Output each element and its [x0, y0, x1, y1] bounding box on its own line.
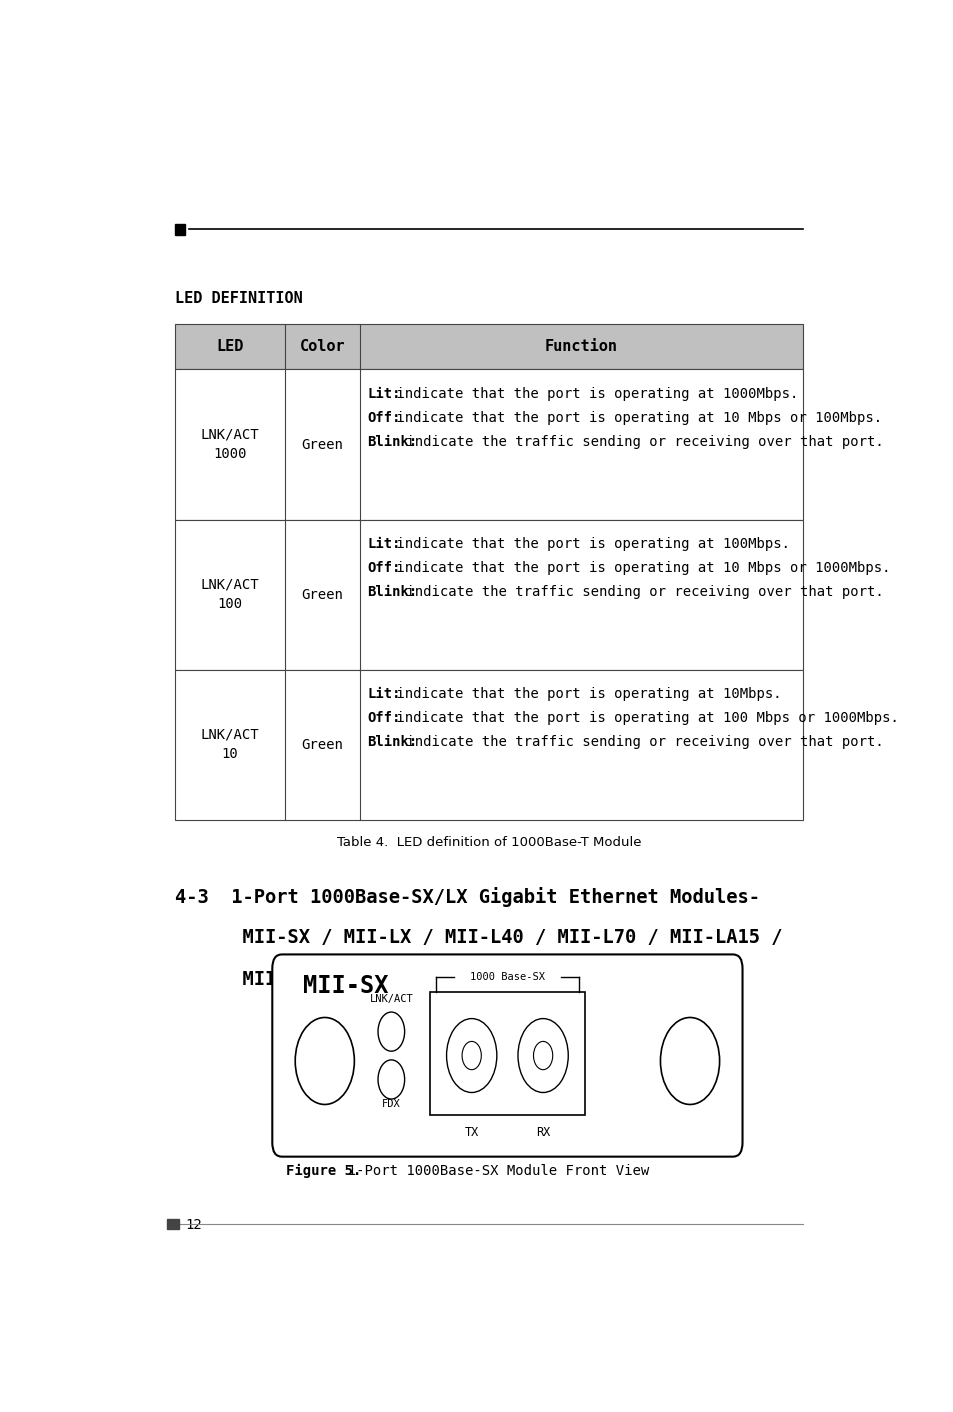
Text: Off:: Off: [367, 710, 400, 724]
Text: MII-LB15: MII-LB15 [174, 970, 332, 988]
Circle shape [446, 1018, 497, 1093]
Text: Lit:: Lit: [367, 387, 400, 401]
Circle shape [461, 1042, 481, 1070]
Text: FDX: FDX [381, 1099, 400, 1108]
Text: Green: Green [301, 587, 343, 602]
Text: Lit:: Lit: [367, 688, 400, 700]
Text: LED DEFINITION: LED DEFINITION [174, 291, 302, 306]
Text: indicate that the port is operating at 10 Mbps or 100Mbps.: indicate that the port is operating at 1… [387, 411, 881, 425]
Text: Green: Green [301, 737, 343, 751]
Text: Color: Color [299, 339, 345, 354]
Text: LNK/ACT
100: LNK/ACT 100 [200, 578, 258, 611]
FancyBboxPatch shape [272, 955, 741, 1156]
Text: indicate the traffic sending or receiving over that port.: indicate the traffic sending or receivin… [397, 435, 882, 449]
Text: Function: Function [544, 339, 618, 354]
Circle shape [533, 1042, 552, 1070]
Text: RX: RX [536, 1127, 550, 1139]
Text: Figure 5.: Figure 5. [285, 1165, 360, 1179]
Text: 1000 Base-SX: 1000 Base-SX [470, 973, 544, 983]
Text: 1-Port 1000Base-SX Module Front View: 1-Port 1000Base-SX Module Front View [331, 1165, 648, 1178]
Circle shape [517, 1018, 568, 1093]
Text: Lit:: Lit: [367, 537, 400, 551]
Text: 4-3  1-Port 1000Base-SX/LX Gigabit Ethernet Modules-: 4-3 1-Port 1000Base-SX/LX Gigabit Ethern… [174, 887, 759, 907]
Text: indicate that the port is operating at 100 Mbps or 1000Mbps.: indicate that the port is operating at 1… [387, 710, 898, 724]
Circle shape [659, 1018, 719, 1104]
Text: LNK/ACT
10: LNK/ACT 10 [200, 727, 258, 761]
Text: MII-SX: MII-SX [302, 974, 388, 998]
Text: indicate the traffic sending or receiving over that port.: indicate the traffic sending or receivin… [397, 585, 882, 599]
Bar [429, 993, 584, 1115]
Text: LNK/ACT: LNK/ACT [369, 994, 413, 1004]
Circle shape [377, 1060, 404, 1099]
Bar [174, 520, 802, 669]
Text: Blink:: Blink: [367, 585, 417, 599]
Text: Off:: Off: [367, 411, 400, 425]
Bar [174, 323, 802, 370]
Text: 12: 12 [186, 1219, 202, 1233]
Text: MII-SX / MII-LX / MII-L40 / MII-L70 / MII-LA15 /: MII-SX / MII-LX / MII-L40 / MII-L70 / MI… [174, 928, 781, 947]
Text: indicate that the port is operating at 10Mbps.: indicate that the port is operating at 1… [387, 688, 781, 700]
Text: indicate the traffic sending or receiving over that port.: indicate the traffic sending or receivin… [397, 734, 882, 748]
Text: Green: Green [301, 438, 343, 452]
Text: Off:: Off: [367, 561, 400, 575]
Text: TX: TX [464, 1127, 478, 1139]
Bar [174, 370, 802, 520]
Text: Blink:: Blink: [367, 734, 417, 748]
Text: indicate that the port is operating at 1000Mbps.: indicate that the port is operating at 1… [387, 387, 797, 401]
Bar [174, 225, 185, 234]
Text: indicate that the port is operating at 10 Mbps or 1000Mbps.: indicate that the port is operating at 1… [387, 561, 889, 575]
Text: LED: LED [215, 339, 243, 354]
Text: indicate that the port is operating at 100Mbps.: indicate that the port is operating at 1… [387, 537, 789, 551]
Circle shape [294, 1018, 354, 1104]
Bar [174, 669, 802, 819]
Bar [167, 1219, 179, 1230]
Text: Table 4.  LED definition of 1000Base-T Module: Table 4. LED definition of 1000Base-T Mo… [336, 836, 640, 849]
Circle shape [377, 1012, 404, 1051]
Text: Blink:: Blink: [367, 435, 417, 449]
Text: LNK/ACT
1000: LNK/ACT 1000 [200, 428, 258, 462]
